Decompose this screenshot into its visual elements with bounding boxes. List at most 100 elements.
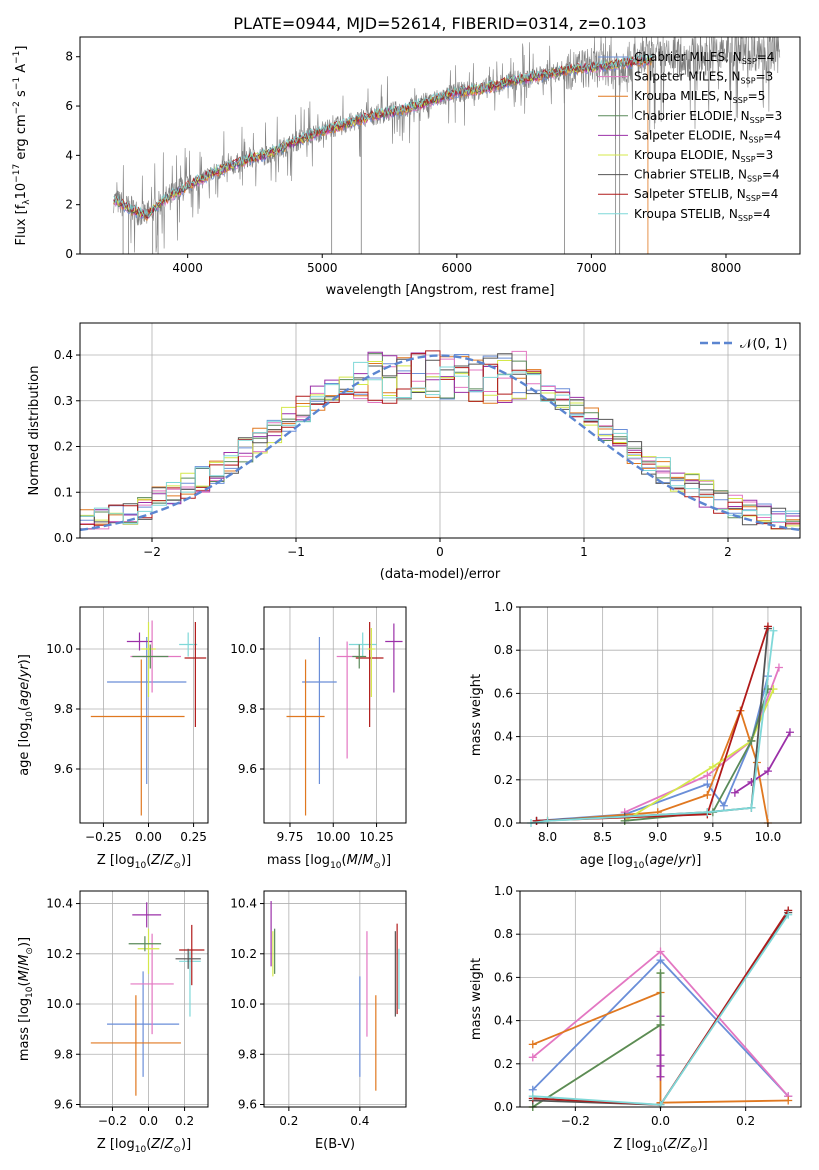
mass-weight-marker (763, 767, 772, 776)
spectrum-model-line (113, 58, 653, 222)
axes-frame (263, 890, 407, 1108)
normal-distribution-curve (79, 354, 801, 532)
spectrum-model-line (113, 56, 653, 220)
y-tick-label: 9.6 (238, 762, 257, 776)
y-tick-label: 0.8 (494, 927, 513, 941)
y-tick-label: 10.2 (230, 947, 257, 961)
y-tick-label: 10.0 (46, 642, 73, 656)
x-tick-label: 6000 (442, 261, 473, 275)
x-axis-label: age [log10(age/yr)] (580, 853, 702, 871)
x-tick-label: 1 (580, 545, 588, 559)
mass-weight-marker (785, 728, 794, 737)
y-tick-label: 9.8 (54, 1047, 73, 1061)
spectrum-plot: wavelength [Angstrom, rest frame] Flux [f… (12, 36, 782, 298)
spectrum-data-line (113, 36, 781, 253)
y-tick-label: 0.4 (494, 1014, 513, 1028)
spectrum-x-label: wavelength [Angstrom, rest frame] (326, 283, 555, 298)
y-tick-label: 0.6 (494, 970, 513, 984)
mass-weight-marker (784, 910, 793, 919)
mass-weight-marker (708, 762, 717, 771)
residual-y-label: Normed distribution (27, 366, 42, 496)
x-tick-label: 8000 (711, 261, 742, 275)
errorbars-age-vs-mass: mass [log10(M/M⊙)] (267, 622, 403, 871)
legend-entry: Chabrier STELIB, NSSP=4 (634, 168, 780, 184)
mass-weight-marker (528, 1092, 537, 1101)
y-tick-label: 9.8 (238, 1047, 257, 1061)
y-tick-label: 0.4 (54, 348, 73, 362)
x-tick-label: 9.0 (648, 830, 667, 844)
x-tick-label: 9.5 (703, 830, 722, 844)
x-tick-label: 0.25 (180, 830, 207, 844)
residual-histogram-step (80, 350, 800, 530)
y-tick-label: 0.2 (494, 1057, 513, 1071)
y-tick-label: 10.4 (46, 897, 73, 911)
x-tick-label: 0.00 (135, 830, 162, 844)
y-tick-label: 0.1 (54, 485, 73, 499)
errorbars-mass-vs-Z: Z [log10(Z/Z⊙)] mass [log10(M/M⊙)] (17, 902, 205, 1155)
x-tick-label: 0 (436, 545, 444, 559)
spectrum-model-line (113, 57, 653, 220)
x-tick-label: 0.2 (175, 1114, 194, 1128)
frame-residuals: −2 −1 0 1 2 0.0 0.1 0.2 0.3 0.4 (54, 322, 801, 559)
x-tick-label: −0.2 (561, 1114, 590, 1128)
y-tick-label: 4 (65, 148, 73, 162)
mass-weight-marker (703, 790, 712, 799)
spectrum-model-line (113, 55, 653, 217)
y-tick-label: 0.2 (494, 773, 513, 787)
mass-weight-marker (528, 1053, 537, 1062)
y-tick-label: 9.6 (54, 1097, 73, 1111)
mass-weight-line (536, 626, 769, 822)
x-axis-label: Z [log10(Z/Z⊙)] (97, 1137, 191, 1155)
x-tick-label: 4000 (172, 261, 203, 275)
spectrum-model-line (113, 53, 653, 218)
x-tick-label: 8.5 (593, 830, 612, 844)
y-axis-label: age [log10(age/yr)] (17, 654, 35, 776)
legend-entry: Kroupa STELIB, NSSP=4 (634, 207, 771, 223)
frame-spectrum: 4000 5000 6000 7000 8000 0 2 4 6 8 (65, 36, 801, 275)
axes-frame (519, 606, 802, 824)
frame-age-vs-Z: −0.25 0.00 0.25 9.6 9.8 10.0 (46, 606, 209, 844)
mass-weight-marker (703, 780, 712, 789)
y-tick-label: 1.0 (494, 884, 513, 898)
axes-frame (79, 890, 209, 1108)
y-tick-label: 9.6 (238, 1097, 257, 1111)
x-tick-label: 10.00 (316, 830, 350, 844)
axes-frame (79, 36, 801, 255)
y-tick-label: 2 (65, 198, 73, 212)
y-tick-label: 0 (65, 247, 73, 261)
spectrum-model-line (113, 56, 653, 218)
axes-frame (79, 606, 209, 824)
mass-weight-marker (656, 956, 665, 965)
residual-x-label: (data-model)/error (380, 567, 501, 582)
x-axis-label: E(B-V) (315, 1137, 355, 1152)
legend-entry: Salpeter STELIB, NSSP=4 (634, 187, 778, 203)
mass-weight-line (530, 630, 775, 824)
x-tick-label: 7000 (576, 261, 607, 275)
mass-weight-marker (656, 969, 665, 978)
axes-mass-vs-Z (80, 891, 208, 1107)
x-tick-label: 0.2 (279, 1114, 298, 1128)
weights-massweight-vs-age: mass weight age [log10(age/yr)] (469, 622, 794, 871)
x-axis-label: Z [log10(Z/Z⊙)] (97, 853, 191, 871)
mass-weight-marker (774, 663, 783, 672)
axes-age-vs-Z (80, 607, 208, 823)
mass-weight-line (536, 628, 769, 822)
frame-massweight-vs-age: 8.0 8.5 9.0 9.5 10.0 0.0 0.2 0.4 0.6 0.8 1.0 (494, 600, 802, 844)
x-tick-label: 0.4 (350, 1114, 369, 1128)
y-axis-label: mass weight (469, 674, 484, 756)
mass-weight-line (547, 708, 769, 824)
y-tick-label: 0.0 (494, 1100, 513, 1114)
frame-mass-vs-EBV: 0.2 0.4 9.6 9.8 10.0 10.2 10.4 (230, 890, 407, 1128)
mass-weight-marker (747, 736, 756, 745)
mass-weight-marker (703, 808, 712, 817)
mass-weight-marker (747, 803, 756, 812)
x-tick-label: −1 (287, 545, 305, 559)
y-tick-label: 9.8 (54, 702, 73, 716)
mass-weight-marker (763, 622, 772, 631)
normal-legend-label: 𝒩(0, 1) (740, 337, 787, 352)
x-tick-label: 0.0 (139, 1114, 158, 1128)
spectrum-model-line (113, 55, 653, 219)
y-tick-label: 10.2 (46, 947, 73, 961)
y-tick-label: 10.0 (230, 997, 257, 1011)
